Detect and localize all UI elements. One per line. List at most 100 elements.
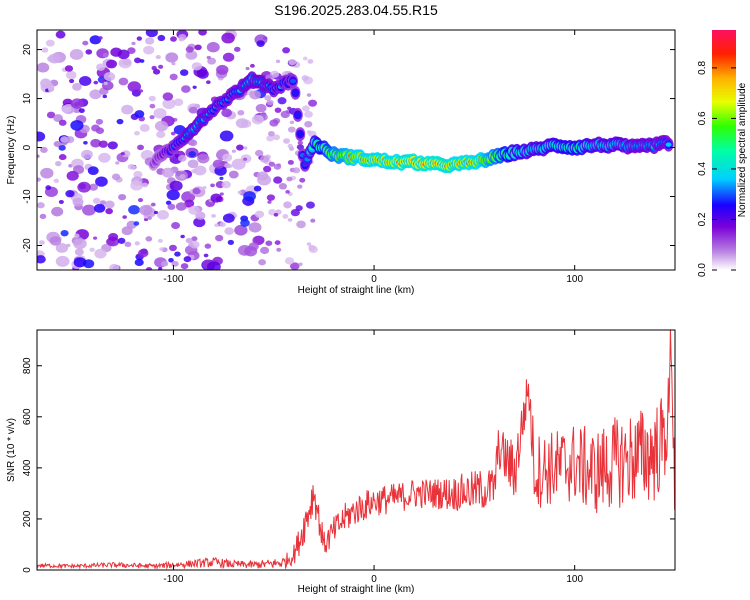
noise-cell [104,200,115,209]
x-tick-label: 100 [566,574,583,585]
noise-cell [65,70,77,80]
noise-cell [153,108,167,119]
noise-cell [122,58,132,66]
noise-cell [95,63,106,71]
noise-cell [287,126,296,133]
noise-cell [72,83,82,91]
noise-cell [191,236,198,242]
ridge-core-cell [294,112,301,118]
x-tick-label: 0 [371,274,377,285]
noise-cell [185,46,194,53]
noise-cell [134,110,145,118]
noise-cell [41,47,49,53]
noise-cell [58,199,64,204]
noise-cell [274,107,282,113]
noise-cell [118,193,127,201]
noise-cell [286,176,293,182]
noise-cell [130,180,144,191]
noise-cell [92,197,101,204]
chart-title: S196.2025.283.04.55.R15 [274,2,438,18]
noise-cell [272,134,280,141]
noise-cell [243,191,256,202]
noise-cell [149,103,156,109]
noise-cell [188,242,194,247]
noise-cell [221,180,231,189]
noise-cell [191,62,203,71]
spectrogram-y-label: Frequency (Hz) [6,116,17,185]
noise-cell [89,35,102,45]
noise-cell [243,157,248,161]
noise-cell [133,170,143,179]
noise-cell [265,240,273,246]
noise-cell [304,110,313,118]
noise-cell [121,150,131,158]
noise-cell [131,41,136,46]
noise-cell [150,202,156,207]
noise-cell [137,198,144,203]
noise-cell [98,152,111,163]
noise-cell [192,187,201,195]
noise-cell [78,108,85,114]
noise-cell [210,183,215,188]
noise-cell [203,253,209,258]
noise-cell [152,68,161,75]
noise-cell [188,205,200,215]
y-tick-label: 600 [22,408,33,425]
noise-cell [256,40,265,47]
noise-cell [307,59,314,64]
noise-cell [161,260,169,267]
noise-cell [58,144,66,151]
noise-cell [73,257,87,268]
snr-x-ticks: -100 0 100 [163,330,583,585]
noise-cell [139,124,150,132]
noise-cell [151,65,157,71]
noise-cell [53,114,63,122]
noise-cell [167,203,176,210]
y-tick-label: 400 [22,459,33,476]
y-tick-label: 20 [22,44,33,56]
noise-cell [73,238,87,250]
noise-cell [257,174,272,186]
noise-cell [105,208,113,215]
noise-cell [204,243,212,249]
noise-cell [283,138,291,144]
noise-cell [136,36,143,41]
noise-cell [48,53,61,64]
noise-cell [106,59,118,69]
noise-cell [98,140,108,148]
noise-cell [65,243,71,248]
noise-cell [116,118,124,125]
noise-cell [277,97,287,105]
noise-cell [145,37,155,45]
noise-cell [102,52,109,58]
noise-cell [206,261,221,270]
x-tick-label: -100 [163,574,183,585]
noise-cell [280,110,290,119]
snr-frame [36,329,676,571]
noise-cell [65,190,75,198]
noise-cell [141,182,149,188]
snr-x-label: Height of straight line (km) [298,584,415,595]
noise-cell [69,49,84,60]
noise-cell [93,236,98,240]
noise-cell [37,131,46,142]
noise-cell [53,140,62,148]
noise-cell [255,103,267,113]
noise-cell [207,57,217,65]
noise-cell [139,59,145,63]
noise-cell [60,136,69,144]
noise-cell [249,63,255,68]
noise-cell [174,251,181,257]
x-tick-label: 100 [566,274,583,285]
noise-cell [37,62,50,73]
noise-cell [51,206,64,217]
noise-cell [168,258,174,263]
noise-cell [100,78,106,83]
noise-cell [165,52,179,63]
noise-cell [120,151,125,156]
noise-cell [284,257,295,265]
noise-cell [248,222,262,233]
noise-cell [153,210,158,215]
noise-cell [82,204,96,216]
